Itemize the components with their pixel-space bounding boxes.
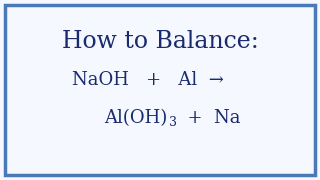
Text: Al(OH): Al(OH): [104, 109, 167, 127]
Text: 3: 3: [169, 116, 177, 129]
Text: +  Na: + Na: [176, 109, 241, 127]
Text: How to Balance:: How to Balance:: [62, 30, 258, 53]
Text: NaOH   +   Al  →: NaOH + Al →: [72, 71, 224, 89]
